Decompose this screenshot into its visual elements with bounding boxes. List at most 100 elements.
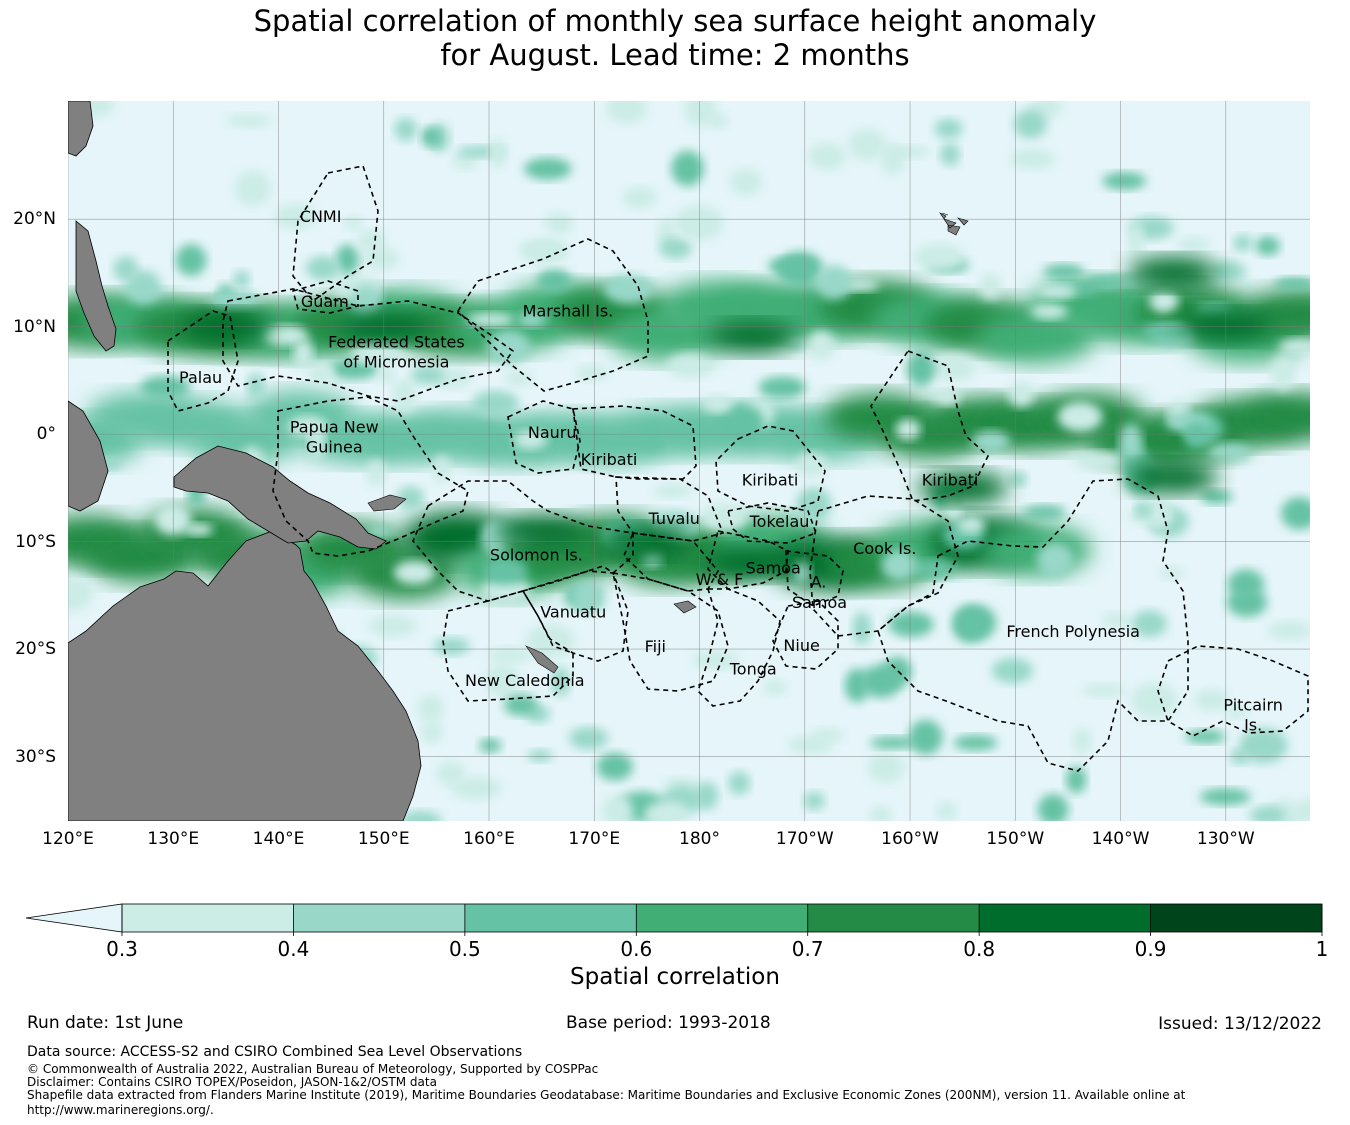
noise-blob — [1072, 727, 1092, 755]
map-title-line-2: for August. Lead time: 2 months — [440, 38, 910, 72]
noise-blob — [544, 212, 574, 235]
noise-blob — [125, 270, 162, 304]
noise-blob — [895, 419, 921, 441]
region-label: Cook Is. — [853, 539, 916, 558]
noise-blob — [306, 255, 341, 281]
noise-blob — [432, 455, 451, 484]
region-label: Tonga — [729, 659, 777, 678]
region-label: Papua New Guinea — [290, 417, 379, 456]
noise-blob — [482, 557, 528, 585]
noise-blob — [1036, 542, 1074, 578]
noise-blob — [233, 270, 250, 289]
latitude-tick-label: 20°N — [13, 209, 56, 230]
noise-blob — [601, 795, 634, 821]
noise-blob — [1233, 234, 1253, 252]
png-boundary — [272, 396, 469, 557]
noise-blob — [368, 614, 418, 637]
noise-blob — [1022, 505, 1067, 520]
noise-blob — [551, 667, 570, 697]
colorbar-tick-label: 0.4 — [278, 937, 310, 960]
latitude-tick-label: 20°S — [15, 639, 56, 660]
noise-blob — [1177, 236, 1211, 253]
hawaii-land — [939, 212, 969, 236]
colorbar-swatches — [25, 903, 1323, 933]
noise-blob — [1270, 355, 1296, 391]
noise-blob — [888, 611, 934, 638]
palau-boundary — [167, 310, 239, 412]
noise-blob — [1057, 401, 1103, 432]
noise-blob — [1102, 612, 1131, 628]
noise-blob — [674, 205, 724, 241]
noise-blob — [763, 679, 787, 696]
noise-blob — [1134, 501, 1152, 518]
noise-blob — [1037, 793, 1069, 821]
region-label: CNMI — [300, 207, 342, 226]
kiribati-gilbert-boundary — [572, 405, 697, 480]
wallis-futuna-boundary — [623, 532, 719, 592]
noise-blob — [396, 486, 424, 510]
noise-blob — [911, 559, 954, 579]
region-label: Kiribati — [922, 470, 979, 489]
noise-blob — [1010, 148, 1055, 170]
core-blob — [496, 514, 587, 547]
noise-blob — [1149, 289, 1179, 313]
region-label: Kiribati — [742, 470, 799, 489]
noise-blob — [420, 721, 444, 743]
philippines-land — [75, 220, 117, 352]
noise-blob — [452, 153, 479, 170]
noise-blob — [806, 331, 836, 361]
longitude-tick-label: 140°W — [1091, 829, 1150, 849]
core-blob — [1128, 461, 1219, 494]
noise-blob — [721, 404, 765, 441]
noise-blob — [932, 353, 976, 382]
noise-blob — [606, 101, 648, 124]
noise-blob — [940, 142, 960, 166]
noise-blob — [485, 663, 521, 697]
noise-blob — [729, 168, 763, 196]
american-samoa-boundary — [785, 550, 844, 607]
core-blob — [707, 321, 798, 354]
noise-blob — [365, 459, 387, 487]
noise-blob — [1081, 683, 1126, 698]
colorbar-tick-label: 0.7 — [792, 937, 824, 960]
colorbar-under-extension — [25, 903, 123, 933]
noise-blob — [503, 694, 538, 716]
fsm-boundary — [222, 288, 515, 402]
region-label: Niue — [783, 636, 819, 655]
noise-blob — [344, 216, 363, 230]
noise-blob — [226, 114, 272, 128]
noise-blob — [991, 657, 1034, 684]
core-blob — [917, 471, 1008, 504]
region-label: Solomon Is. — [490, 545, 583, 564]
noise-blob — [869, 736, 917, 749]
noise-blob — [953, 735, 998, 751]
region-label: Pitcairn Is. — [1223, 696, 1283, 735]
region-label: Tuvalu — [648, 509, 700, 528]
noise-blob — [1036, 283, 1076, 299]
noise-blob — [788, 736, 834, 754]
colorbar-tick-label: 0.6 — [620, 937, 652, 960]
marshall-boundary — [456, 238, 649, 392]
region-label: W & F — [696, 570, 744, 589]
noise-blob — [527, 749, 553, 762]
new-britain-land — [367, 494, 407, 512]
kiribati-phoenix-boundary — [715, 425, 826, 512]
colorbar-swatch — [293, 904, 465, 932]
noise-blob — [691, 651, 740, 669]
copyright-notice: © Commonwealth of Australia 2022, Austra… — [27, 1062, 599, 1076]
french-polynesia-boundary — [877, 478, 1189, 772]
core-blob — [1128, 256, 1219, 289]
latitude-tick-label: 30°S — [15, 746, 56, 767]
noise-blob — [807, 142, 846, 171]
noise-blob — [1030, 303, 1068, 319]
noise-blob — [852, 611, 872, 645]
eez-boundaries — [167, 165, 1309, 772]
noise-blob — [803, 791, 825, 811]
noise-blob — [568, 727, 609, 750]
longitude-tick-label: 170°W — [775, 829, 834, 849]
noise-blob — [957, 516, 986, 534]
noise-blob — [659, 237, 692, 259]
noise-blob — [328, 358, 379, 380]
region-label: A. — [811, 572, 827, 591]
longitude-tick-label: 160°W — [881, 829, 939, 849]
